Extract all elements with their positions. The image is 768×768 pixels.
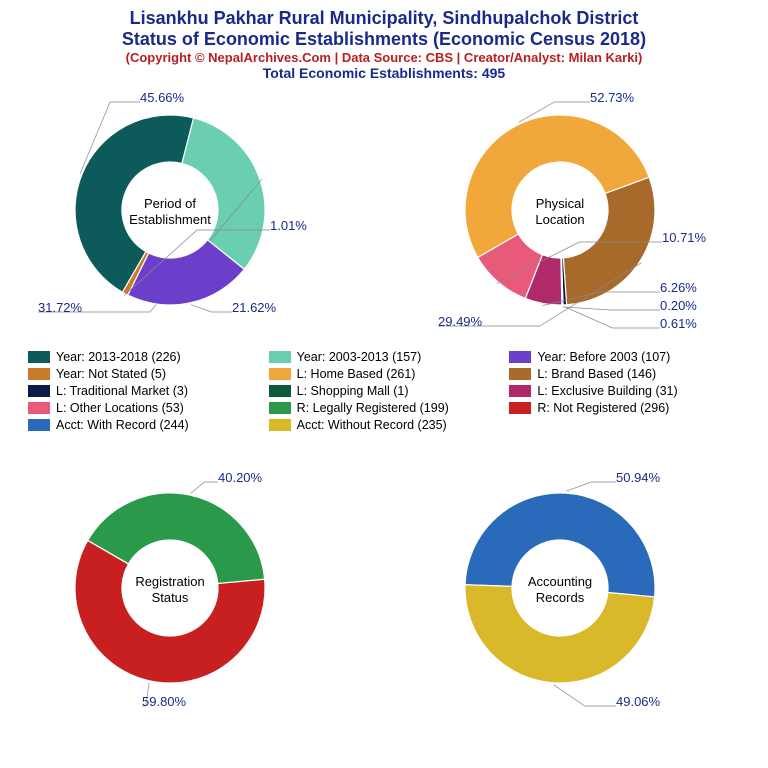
slice-label: 49.06% bbox=[616, 694, 660, 709]
donut-slice bbox=[182, 118, 265, 269]
legend-item: L: Shopping Mall (1) bbox=[269, 384, 500, 398]
leader-line bbox=[191, 482, 218, 493]
legend-item: L: Other Locations (53) bbox=[28, 401, 259, 415]
legend-swatch bbox=[28, 351, 50, 363]
legend-swatch bbox=[509, 351, 531, 363]
legend-text: R: Legally Registered (199) bbox=[297, 401, 449, 415]
legend-text: Acct: Without Record (235) bbox=[297, 418, 447, 432]
leader-line bbox=[191, 305, 232, 312]
leader-line bbox=[566, 482, 616, 491]
slice-label: 10.71% bbox=[662, 230, 706, 245]
legend-text: Year: 2013-2018 (226) bbox=[56, 350, 181, 364]
slice-label: 40.20% bbox=[218, 470, 262, 485]
legend-item: Year: Not Stated (5) bbox=[28, 367, 259, 381]
legend-swatch bbox=[269, 368, 291, 380]
legend-swatch bbox=[28, 385, 50, 397]
legend-swatch bbox=[269, 385, 291, 397]
legend-item: R: Not Registered (296) bbox=[509, 401, 740, 415]
slice-label: 0.20% bbox=[660, 298, 697, 313]
legend-text: L: Shopping Mall (1) bbox=[297, 384, 409, 398]
donut-slice bbox=[563, 177, 655, 305]
legend-item: R: Legally Registered (199) bbox=[269, 401, 500, 415]
legend-text: L: Brand Based (146) bbox=[537, 367, 656, 381]
slice-label: 50.94% bbox=[616, 470, 660, 485]
slice-label: 6.26% bbox=[660, 280, 697, 295]
slice-label: 45.66% bbox=[140, 90, 184, 105]
legend-swatch bbox=[28, 419, 50, 431]
legend-item: Year: 2013-2018 (226) bbox=[28, 350, 259, 364]
legend-item: Year: 2003-2013 (157) bbox=[269, 350, 500, 364]
slice-label: 52.73% bbox=[590, 90, 634, 105]
legend-swatch bbox=[509, 368, 531, 380]
legend-text: L: Traditional Market (3) bbox=[56, 384, 188, 398]
slice-label: 29.49% bbox=[438, 314, 482, 329]
legend-item: L: Exclusive Building (31) bbox=[509, 384, 740, 398]
legend-item: L: Home Based (261) bbox=[269, 367, 500, 381]
legend-swatch bbox=[269, 419, 291, 431]
legend-swatch bbox=[269, 351, 291, 363]
legend-text: L: Exclusive Building (31) bbox=[537, 384, 677, 398]
legend-item: L: Brand Based (146) bbox=[509, 367, 740, 381]
slice-label: 0.61% bbox=[660, 316, 697, 331]
slice-label: 1.01% bbox=[270, 218, 307, 233]
slice-label: 59.80% bbox=[142, 694, 186, 709]
legend: Year: 2013-2018 (226) Year: 2003-2013 (15… bbox=[28, 350, 740, 432]
legend-swatch bbox=[269, 402, 291, 414]
slice-label: 21.62% bbox=[232, 300, 276, 315]
leader-line bbox=[562, 307, 660, 310]
legend-swatch bbox=[509, 402, 531, 414]
legend-item: Acct: Without Record (235) bbox=[269, 418, 500, 432]
legend-text: L: Other Locations (53) bbox=[56, 401, 184, 415]
legend-item: L: Traditional Market (3) bbox=[28, 384, 259, 398]
legend-swatch bbox=[28, 368, 50, 380]
legend-text: Year: 2003-2013 (157) bbox=[297, 350, 422, 364]
legend-item: Acct: With Record (244) bbox=[28, 418, 259, 432]
legend-item: Year: Before 2003 (107) bbox=[509, 350, 740, 364]
legend-text: Year: Not Stated (5) bbox=[56, 367, 166, 381]
legend-text: L: Home Based (261) bbox=[297, 367, 416, 381]
legend-text: Acct: With Record (244) bbox=[56, 418, 189, 432]
legend-text: R: Not Registered (296) bbox=[537, 401, 669, 415]
legend-swatch bbox=[509, 385, 531, 397]
slice-label: 31.72% bbox=[38, 300, 82, 315]
donut-slice bbox=[465, 585, 655, 683]
legend-text: Year: Before 2003 (107) bbox=[537, 350, 670, 364]
donut-slice bbox=[465, 493, 655, 597]
legend-swatch bbox=[28, 402, 50, 414]
leader-line bbox=[554, 685, 616, 706]
